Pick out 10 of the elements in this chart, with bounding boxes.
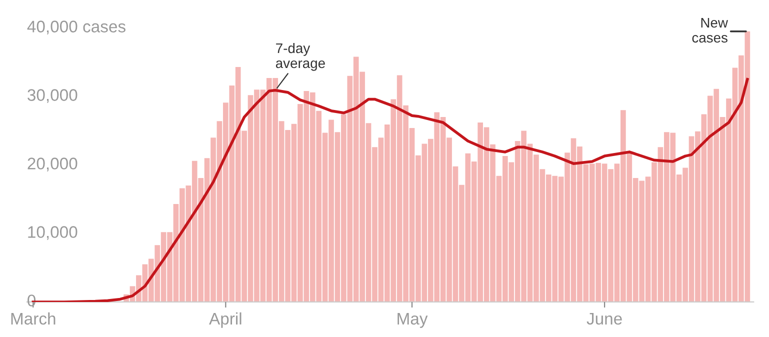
y-tick-label: 10,000 bbox=[28, 226, 78, 240]
x-tick-label: May bbox=[398, 312, 428, 328]
annotation: New cases bbox=[692, 18, 728, 43]
x-tick-label: June bbox=[586, 312, 622, 325]
y-tick-label: 40,000 cases bbox=[27, 20, 126, 34]
y-tick-label: 20,000 bbox=[28, 158, 78, 172]
annotation: 7-day average bbox=[276, 42, 325, 71]
y-tick-label: 30,000 bbox=[28, 89, 78, 103]
x-tick-label: April bbox=[209, 312, 242, 328]
x-tick-label: March bbox=[11, 312, 56, 325]
